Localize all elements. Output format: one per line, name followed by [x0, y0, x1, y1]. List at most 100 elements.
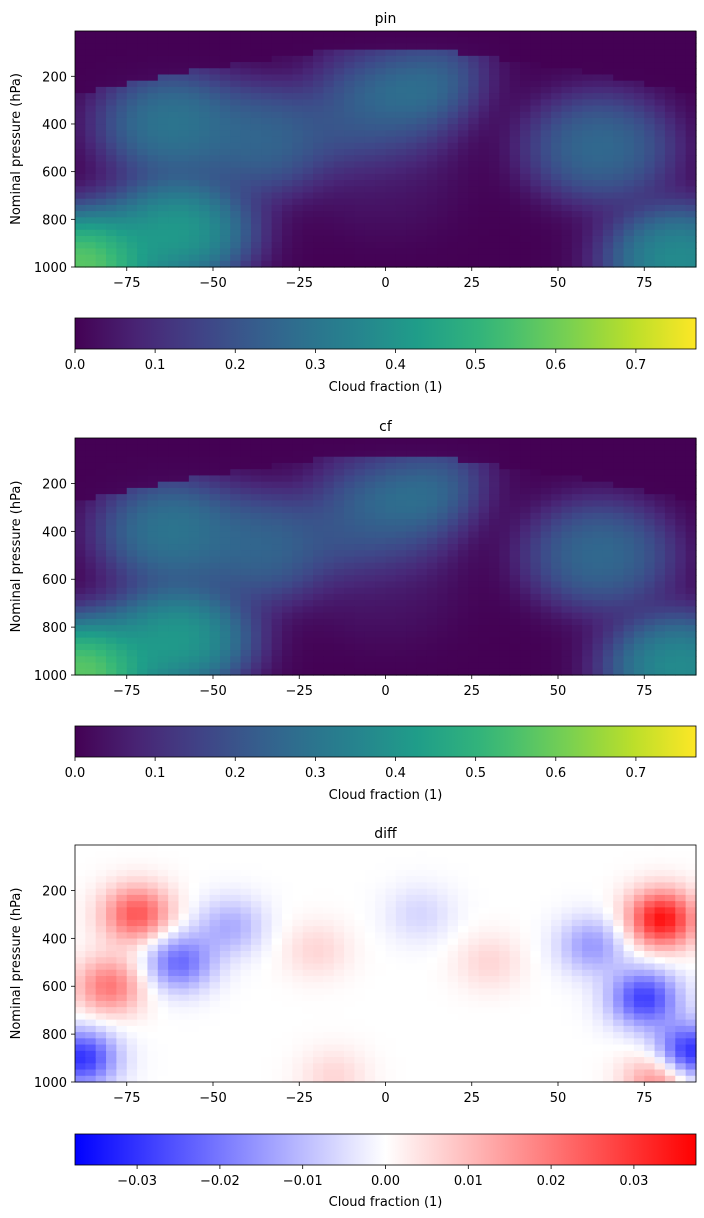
heatmap-cell — [168, 161, 180, 169]
heatmap-cell — [282, 556, 293, 564]
heatmap-cell — [106, 235, 117, 243]
heatmap-cell — [261, 68, 273, 76]
heatmap-cell — [157, 656, 169, 664]
heatmap-cell — [457, 450, 469, 458]
heatmap-cell — [375, 37, 387, 45]
heatmap-cell — [313, 260, 324, 268]
heatmap-cell — [364, 74, 376, 82]
heatmap-cell — [240, 229, 252, 237]
heatmap-cell — [106, 1000, 117, 1008]
heatmap-cell — [75, 136, 86, 144]
heatmap-cell — [137, 217, 149, 225]
heatmap-cell — [147, 512, 159, 520]
heatmap-cell — [302, 612, 314, 620]
heatmap-cell — [478, 456, 490, 464]
heatmap-cell — [602, 525, 614, 533]
heatmap-cell — [199, 260, 211, 268]
heatmap-cell — [395, 117, 407, 125]
heatmap-cell — [106, 1044, 117, 1052]
heatmap-cell — [178, 656, 190, 664]
heatmap-cell — [188, 581, 200, 589]
heatmap-cell — [654, 575, 666, 583]
heatmap-cell — [137, 625, 149, 632]
heatmap-cell — [199, 656, 211, 664]
heatmap-cell — [178, 173, 190, 181]
heatmap-cell — [540, 211, 552, 218]
heatmap-cell — [157, 506, 169, 514]
heatmap-cell — [623, 475, 635, 483]
heatmap-cell — [685, 450, 697, 458]
heatmap-cell — [230, 568, 242, 576]
heatmap-cell — [85, 556, 97, 564]
heatmap-cell — [95, 1038, 107, 1046]
heatmap-cell — [302, 550, 314, 558]
heatmap-cell — [406, 105, 418, 113]
heatmap-cell — [644, 74, 656, 82]
heatmap-cell — [551, 587, 563, 595]
heatmap-cell — [437, 31, 449, 38]
heatmap-cell — [633, 562, 645, 570]
heatmap-cell — [168, 198, 180, 206]
heatmap-cell — [633, 124, 645, 131]
heatmap-cell — [395, 456, 407, 464]
heatmap-cell — [147, 204, 159, 212]
heatmap-cell — [613, 229, 625, 237]
heatmap-cell — [333, 481, 345, 489]
heatmap-cell — [137, 124, 149, 131]
heatmap-cell — [147, 650, 159, 657]
heatmap-cell — [126, 537, 138, 545]
heatmap-cell — [168, 512, 180, 520]
heatmap-cell — [209, 606, 221, 614]
heatmap-cell — [313, 519, 324, 526]
heatmap-cell — [199, 550, 211, 558]
heatmap-cell — [582, 500, 594, 508]
heatmap-cell — [551, 668, 563, 676]
heatmap-cell — [302, 606, 314, 614]
heatmap-cell — [292, 562, 304, 570]
heatmap-cell — [613, 93, 625, 100]
heatmap-cell — [147, 1007, 159, 1014]
heatmap-cell — [209, 625, 221, 632]
heatmap-cell — [126, 994, 138, 1002]
heatmap-cell — [116, 469, 128, 477]
heatmap-cell — [168, 519, 180, 526]
x-tick-label: 75 — [636, 684, 653, 699]
heatmap-cell — [644, 500, 656, 508]
heatmap-cell — [633, 462, 645, 470]
heatmap-cell — [292, 662, 304, 670]
heatmap-cell — [613, 217, 625, 225]
heatmap-cell — [250, 581, 262, 589]
heatmap-cell — [75, 49, 86, 57]
heatmap-cell — [219, 568, 231, 576]
heatmap-cell — [188, 618, 200, 626]
heatmap-cell — [137, 944, 149, 952]
heatmap-cell — [633, 198, 645, 206]
heatmap-cell — [426, 31, 438, 38]
heatmap-cell — [406, 618, 418, 626]
heatmap-cell — [261, 625, 273, 632]
heatmap-cell — [623, 204, 635, 212]
heatmap-cell — [613, 173, 625, 181]
heatmap-cell — [137, 575, 149, 583]
heatmap-cell — [271, 568, 283, 576]
heatmap-cell — [188, 444, 200, 452]
heatmap-cell — [592, 136, 604, 144]
heatmap-cell — [613, 211, 625, 218]
heatmap-cell — [385, 556, 397, 564]
heatmap-cell — [157, 74, 169, 82]
heatmap-cell — [126, 957, 138, 965]
heatmap-cell — [95, 149, 107, 156]
heatmap-cell — [633, 130, 645, 138]
heatmap-cell — [385, 111, 397, 119]
heatmap-cell — [199, 612, 211, 620]
heatmap-cell — [592, 606, 604, 614]
heatmap-cell — [230, 43, 242, 51]
heatmap-cell — [613, 68, 625, 76]
heatmap-cell — [126, 99, 138, 107]
heatmap-cell — [75, 105, 86, 113]
heatmap-cell — [250, 86, 262, 94]
heatmap-cell — [447, 99, 459, 107]
heatmap-cell — [75, 519, 86, 526]
heatmap-cell — [499, 475, 511, 483]
heatmap-cell — [333, 556, 345, 564]
